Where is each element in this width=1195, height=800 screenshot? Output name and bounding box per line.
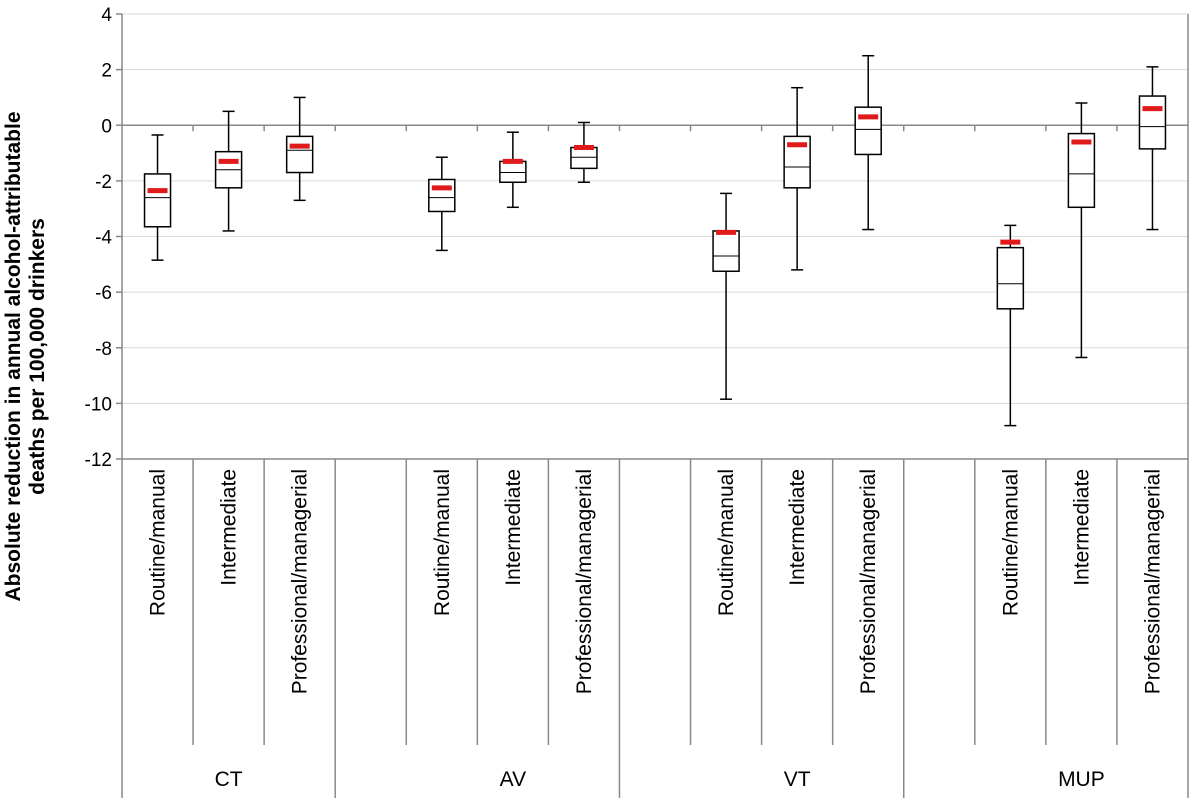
box-iqr [499,160,527,184]
axes [121,14,1189,798]
category-label: Intermediate [218,469,241,586]
box-iqr [1138,95,1167,150]
category-label: Routine/manual [999,469,1022,616]
y-tick-label: -6 [95,283,112,304]
box-iqr [143,173,172,228]
y-axis-title-line: deaths per 100,000 drinkers [26,218,49,495]
group-label: VT [784,768,811,791]
group-label: MUP [1058,768,1105,791]
category-label: Professional/managerial [857,469,880,694]
category-label: Professional/managerial [1141,469,1164,694]
box-iqr [428,178,456,213]
box-iqr [996,246,1025,310]
box-iqr [712,230,740,273]
y-tick-label: -8 [95,339,112,360]
category-label: Intermediate [786,469,809,586]
box-av-3 [570,121,598,184]
y-tick-label: -4 [95,228,112,249]
category-label: Routine/manual [431,469,454,616]
group-label: AV [500,768,526,791]
y-axis-title-line: Absolute reduction in annual alcohol-att… [2,111,25,601]
y-tick-label: 4 [101,5,112,26]
box-iqr [570,146,598,170]
y-tick-label: -10 [85,394,112,415]
category-label: Intermediate [502,469,525,586]
box-ct-1 [143,134,172,261]
y-axis-ticks: 4 2 0 -2 -4 -6 -8 -10 -12 [85,5,122,471]
box-iqr [285,135,314,174]
category-labels: Routine/manual Intermediate Professional/m… [147,469,1165,694]
box-vt-2 [783,86,811,271]
box-av-1 [428,156,456,252]
group-label: CT [215,768,243,791]
box-mup-3 [1138,66,1167,231]
box-mup-2 [1067,102,1096,359]
group-labels: CT AV VT MUP [215,768,1105,791]
box-vt-3 [854,54,882,231]
box-av-2 [499,131,527,209]
box-series [143,54,1167,427]
box-ct-2 [214,110,243,232]
gridlines [122,13,1188,404]
box-mup-1 [996,224,1025,427]
category-label: Routine/manual [147,469,170,616]
y-tick-label: -2 [95,172,112,193]
category-label: Professional/managerial [573,469,596,694]
category-label: Professional/managerial [289,469,312,694]
y-axis-title: Absolute reduction in annual alcohol-att… [2,111,49,601]
box-iqr [854,106,882,156]
y-tick-label: -12 [85,450,112,471]
box-ct-3 [285,96,314,202]
y-tick-label: 2 [101,61,112,82]
box-vt-1 [712,192,740,400]
category-label: Routine/manual [715,469,738,616]
y-tick-label: 0 [101,116,112,137]
box-iqr [1067,132,1096,209]
category-label: Intermediate [1070,469,1093,586]
